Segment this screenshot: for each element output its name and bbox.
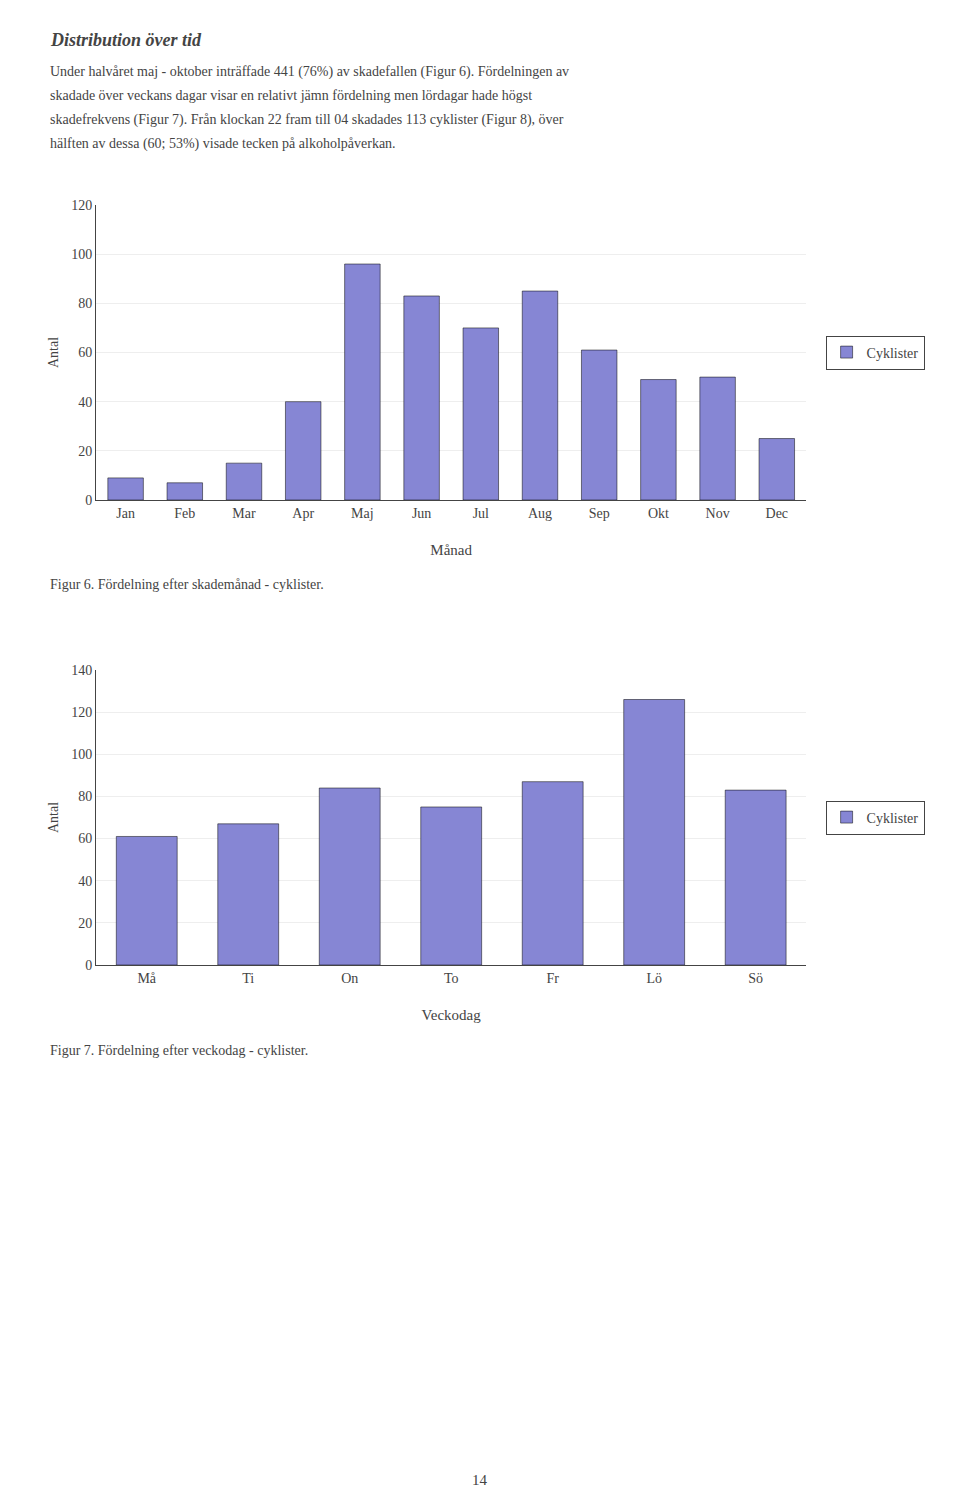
- svg-text:Cyklister: Cyklister: [867, 811, 919, 826]
- svg-text:On: On: [341, 971, 358, 986]
- svg-text:0: 0: [85, 958, 92, 973]
- svg-text:Jul: Jul: [473, 506, 489, 521]
- svg-text:Figur 7. Fördelning efter veck: Figur 7. Fördelning efter veckodag - cyk…: [50, 1043, 308, 1058]
- svg-text:120: 120: [71, 198, 92, 213]
- svg-text:Veckodag: Veckodag: [422, 1007, 482, 1023]
- svg-text:hälften av dessa (60; 53%) vis: hälften av dessa (60; 53%) visade tecken…: [50, 136, 396, 152]
- svg-text:Antal: Antal: [46, 337, 61, 368]
- svg-text:80: 80: [78, 789, 92, 804]
- svg-text:40: 40: [78, 874, 92, 889]
- svg-text:Jun: Jun: [412, 506, 431, 521]
- svg-text:Cyklister: Cyklister: [867, 346, 919, 361]
- svg-text:Feb: Feb: [174, 506, 195, 521]
- svg-text:Må: Må: [137, 971, 156, 986]
- svg-text:60: 60: [78, 345, 92, 360]
- svg-text:120: 120: [71, 705, 92, 720]
- svg-text:Lö: Lö: [646, 971, 662, 986]
- svg-text:Under halvåret maj - oktober i: Under halvåret maj - oktober inträffade …: [50, 64, 569, 80]
- svg-text:Jan: Jan: [116, 506, 135, 521]
- svg-text:14: 14: [472, 1472, 488, 1488]
- svg-text:100: 100: [71, 247, 92, 262]
- svg-text:Antal: Antal: [46, 802, 61, 833]
- svg-text:Fr: Fr: [546, 971, 559, 986]
- svg-text:Figur 6. Fördelning efter skad: Figur 6. Fördelning efter skademånad - c…: [50, 577, 324, 592]
- svg-text:100: 100: [71, 747, 92, 762]
- svg-text:Månad: Månad: [430, 542, 472, 558]
- svg-text:Ti: Ti: [242, 971, 254, 986]
- svg-text:Okt: Okt: [648, 506, 669, 521]
- svg-text:140: 140: [71, 663, 92, 678]
- svg-text:To: To: [444, 971, 459, 986]
- svg-text:Distribution över tid: Distribution över tid: [50, 30, 202, 50]
- svg-text:Dec: Dec: [766, 506, 789, 521]
- svg-text:Aug: Aug: [528, 506, 552, 521]
- svg-text:Maj: Maj: [351, 506, 374, 521]
- svg-text:skadade över veckans dagar vis: skadade över veckans dagar visar en rela…: [50, 88, 532, 103]
- svg-text:Sö: Sö: [748, 971, 763, 986]
- svg-text:Sep: Sep: [589, 506, 610, 521]
- svg-text:60: 60: [78, 831, 92, 846]
- svg-text:40: 40: [78, 395, 92, 410]
- svg-text:Mar: Mar: [232, 506, 256, 521]
- svg-text:skadefrekvens (Figur 7). Från: skadefrekvens (Figur 7). Från klockan 22…: [50, 112, 564, 128]
- svg-text:20: 20: [78, 444, 92, 459]
- svg-text:80: 80: [78, 296, 92, 311]
- svg-text:Nov: Nov: [706, 506, 730, 521]
- svg-text:0: 0: [85, 493, 92, 508]
- svg-text:Apr: Apr: [292, 506, 314, 521]
- svg-text:20: 20: [78, 916, 92, 931]
